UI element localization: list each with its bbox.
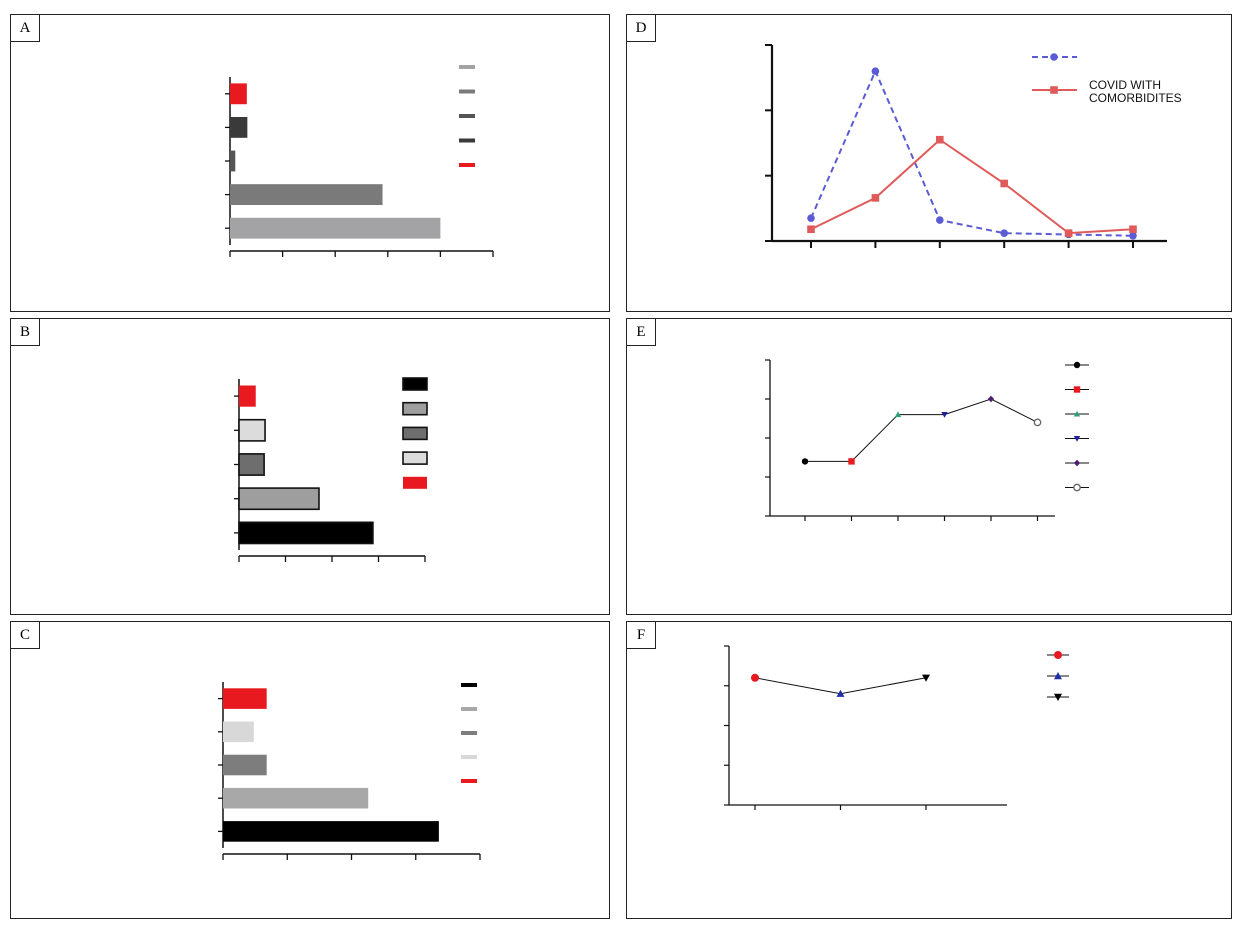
chart-c xyxy=(218,682,481,860)
bar xyxy=(230,217,441,239)
panel-c: C xyxy=(10,621,610,919)
bar xyxy=(223,787,369,809)
data-point xyxy=(936,216,944,224)
bar xyxy=(238,418,266,442)
panel-b: B xyxy=(10,318,610,615)
panel-f: F xyxy=(626,621,1232,919)
panel-label-c: C xyxy=(10,621,40,649)
data-point xyxy=(922,674,930,682)
panel-label-d: D xyxy=(626,14,656,42)
series-line xyxy=(810,138,1134,235)
legend-swatch xyxy=(461,731,477,735)
bar xyxy=(230,116,248,138)
panel-label-e: E xyxy=(626,318,656,346)
legend-label: COVID WITH COMORBIDITES xyxy=(1089,78,1182,105)
data-point xyxy=(987,395,995,403)
legend-swatch xyxy=(461,779,477,783)
bar xyxy=(238,521,374,545)
bar xyxy=(223,821,439,842)
data-point xyxy=(1033,418,1042,427)
bar xyxy=(223,721,254,743)
chart-a xyxy=(225,65,494,257)
series-line xyxy=(810,68,1134,237)
legend-marker xyxy=(1073,435,1081,442)
panel-label-a: A xyxy=(10,14,40,42)
data-point xyxy=(1000,229,1008,237)
legend-swatch xyxy=(402,377,428,391)
panel-e: E xyxy=(626,318,1232,615)
legend-swatch xyxy=(461,755,477,759)
legend-swatch xyxy=(402,401,428,416)
bar xyxy=(223,688,267,709)
panel-label-b: B xyxy=(10,318,40,346)
legend-swatch xyxy=(403,476,427,489)
legend-marker xyxy=(1054,651,1062,659)
chart-e xyxy=(765,359,1089,521)
legend-marker xyxy=(1073,410,1081,417)
legend-swatch xyxy=(402,426,428,441)
series-line xyxy=(805,398,1038,462)
legend-marker xyxy=(1050,53,1058,61)
chart-f xyxy=(724,645,1069,810)
data-point xyxy=(941,412,948,418)
legend-swatch xyxy=(402,451,428,465)
legend-marker xyxy=(1050,86,1058,94)
panel-d: D COVID WITH COMORBIDITES xyxy=(626,14,1232,312)
legend-swatch xyxy=(459,114,475,118)
legend-marker xyxy=(1073,386,1081,393)
legend-marker xyxy=(1054,672,1062,680)
bar xyxy=(238,487,320,511)
bar xyxy=(223,754,267,776)
chart-b xyxy=(234,377,428,562)
bar xyxy=(230,150,236,172)
data-point xyxy=(936,135,944,144)
bar xyxy=(230,83,247,105)
bar xyxy=(230,184,383,206)
data-point xyxy=(807,214,815,222)
bar xyxy=(239,385,256,407)
legend-swatch xyxy=(461,683,477,687)
data-point xyxy=(1064,229,1073,237)
data-point xyxy=(871,67,880,75)
legend-swatch xyxy=(459,138,475,143)
data-point xyxy=(1129,225,1137,234)
data-point xyxy=(801,458,809,465)
data-point xyxy=(807,225,815,234)
legend-swatch xyxy=(461,707,477,711)
data-point xyxy=(871,194,880,202)
chart-d: COVID WITH COMORBIDITES xyxy=(765,44,1182,248)
panel-a: A xyxy=(10,14,610,312)
data-point xyxy=(751,673,759,682)
legend-marker xyxy=(1054,693,1062,701)
data-point xyxy=(1129,231,1137,240)
bar xyxy=(238,453,265,476)
data-point xyxy=(836,689,845,697)
data-point xyxy=(1000,179,1008,188)
data-point xyxy=(848,458,855,465)
legend-marker xyxy=(1073,361,1081,369)
legend-marker xyxy=(1073,483,1081,492)
legend-swatch xyxy=(459,163,475,167)
legend-swatch xyxy=(459,65,475,69)
panel-label-f: F xyxy=(626,621,656,649)
legend-swatch xyxy=(459,89,475,94)
legend-marker xyxy=(1073,459,1081,467)
data-point xyxy=(894,411,902,418)
